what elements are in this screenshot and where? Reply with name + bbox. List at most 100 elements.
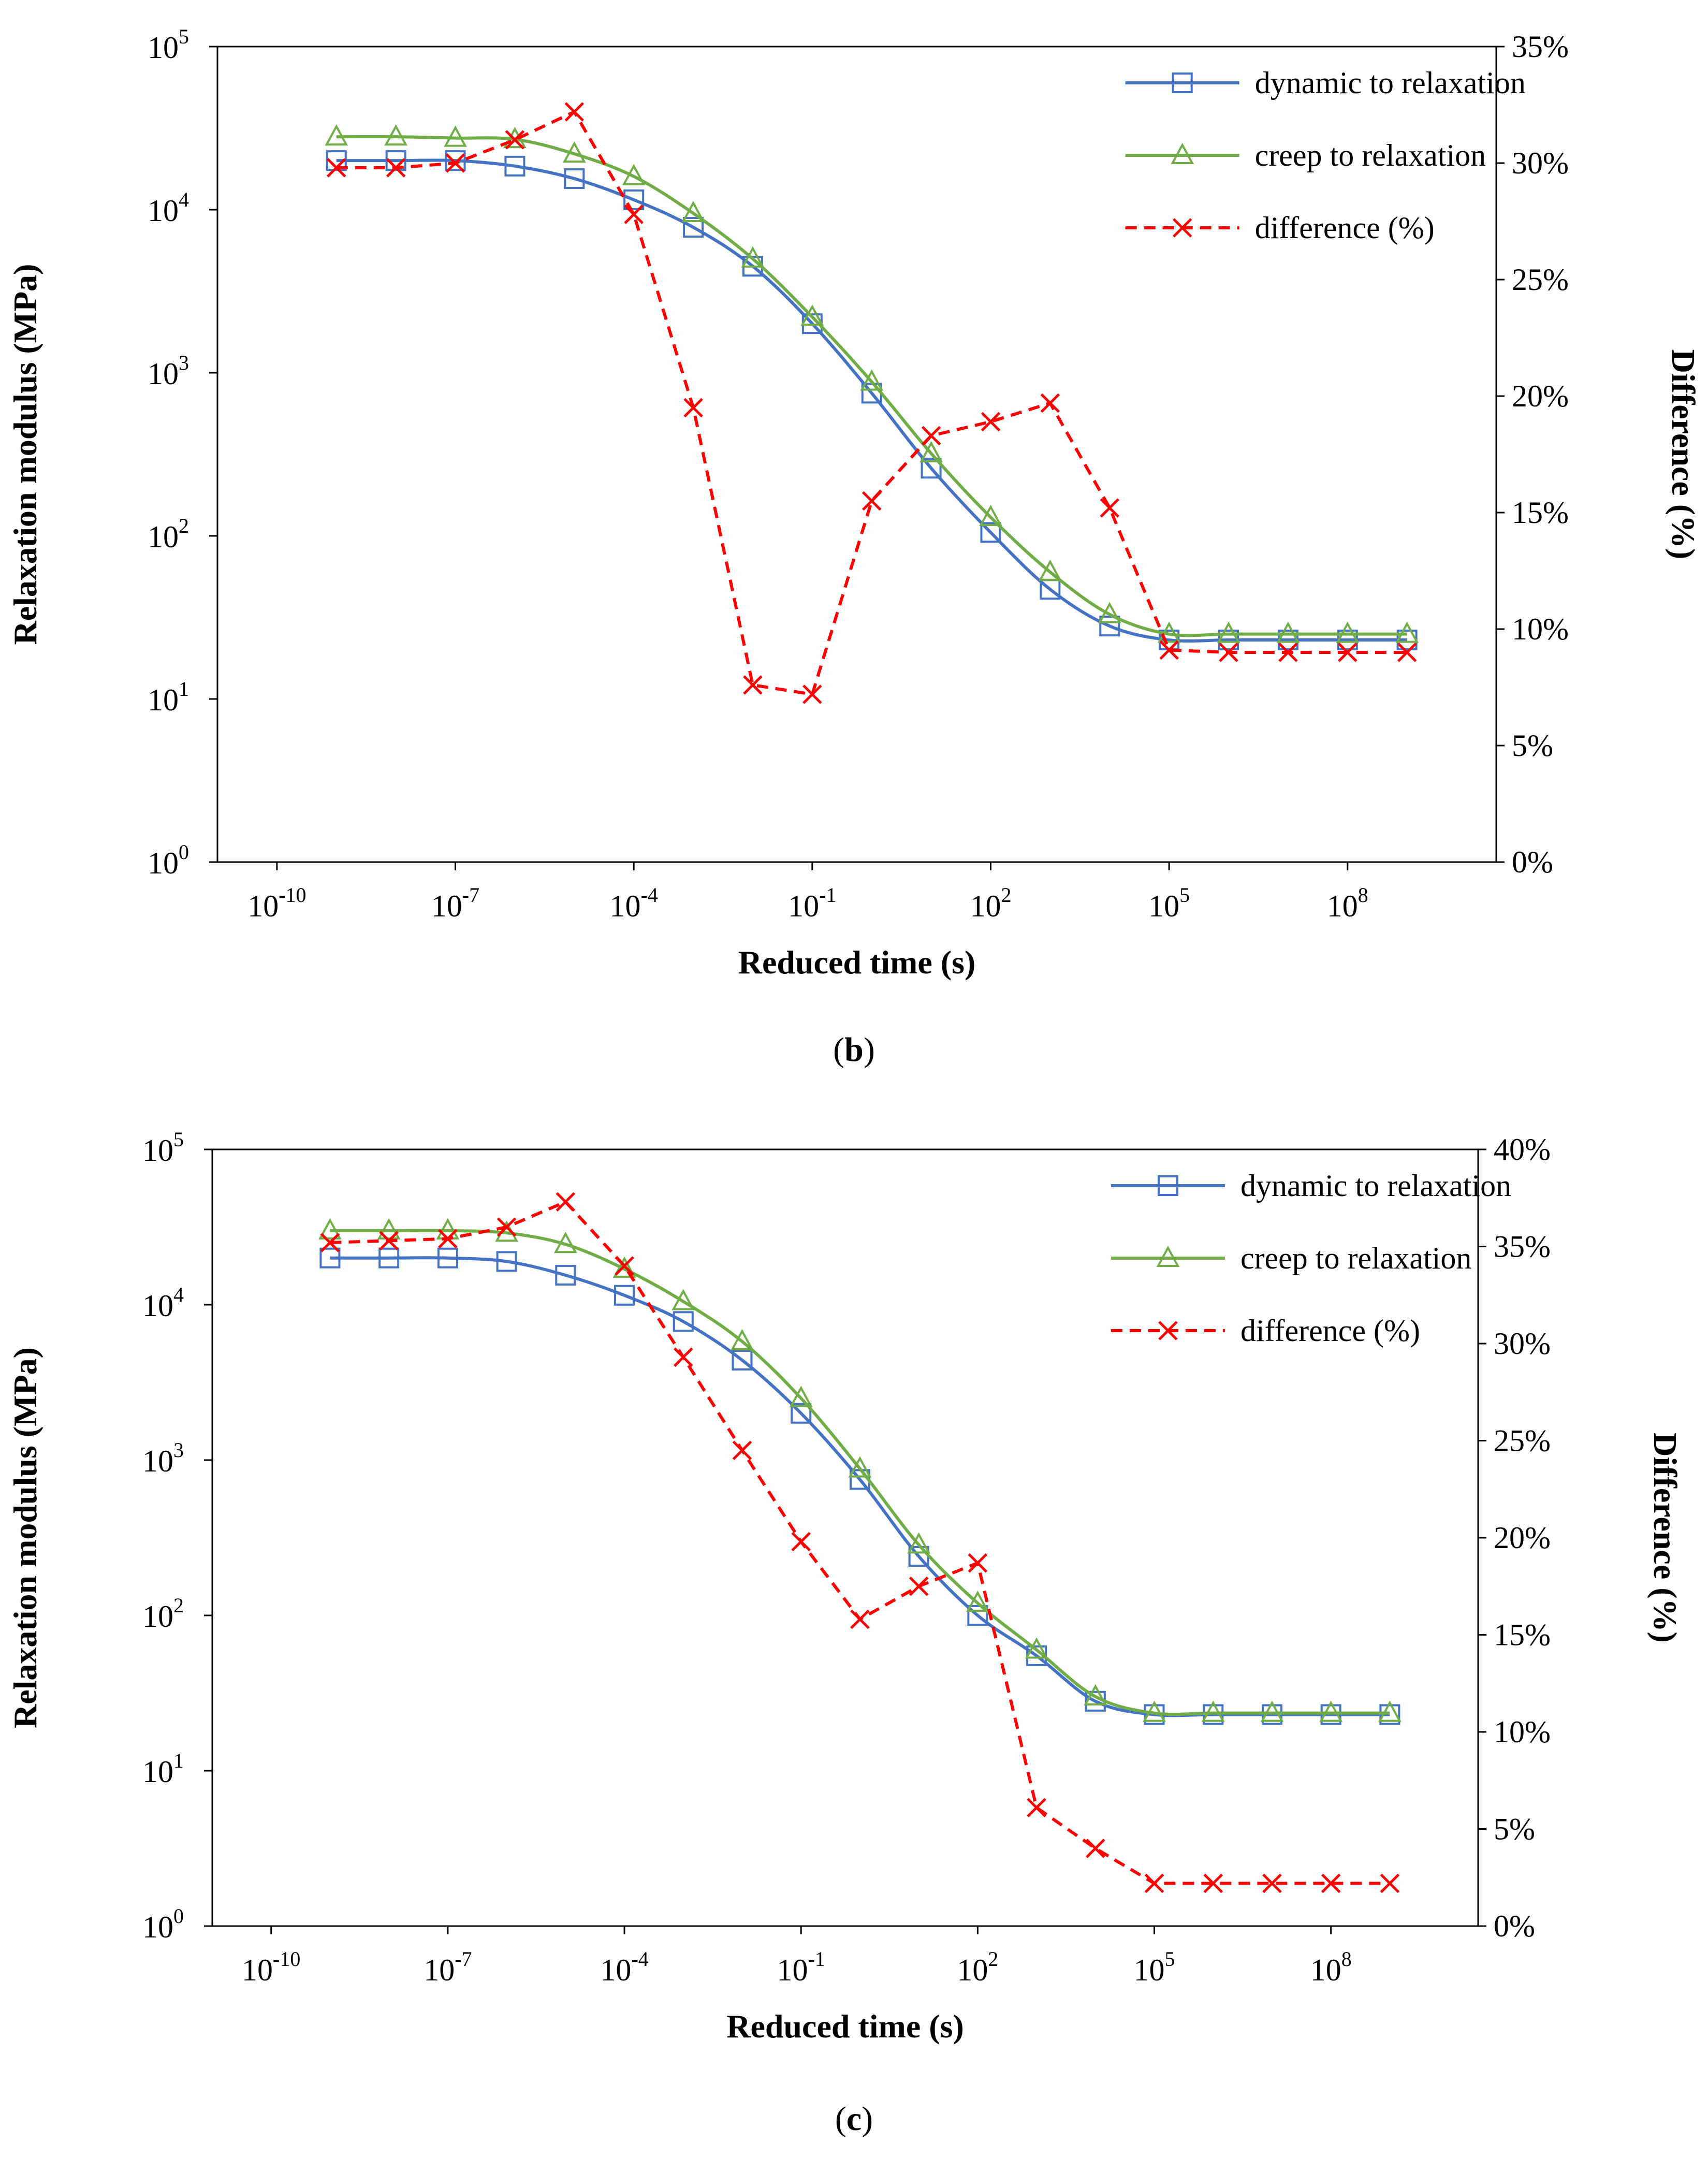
y2-tick-label: 5% (1512, 728, 1553, 763)
data-point-square (967, 1605, 988, 1626)
data-point-triangle (384, 124, 408, 146)
data-point-x (909, 1576, 929, 1596)
data-point-x (1027, 1798, 1046, 1818)
data-point-x (505, 130, 525, 150)
legend-item: dynamic to relaxation (1111, 1169, 1511, 1203)
data-point-triangle (1084, 1684, 1107, 1705)
y-tick-label: 103 (148, 351, 189, 391)
legend-item: creep to relaxation (1125, 138, 1486, 172)
y-tick-label: 101 (148, 677, 189, 717)
data-point-x (556, 1192, 576, 1212)
data-point-x (1278, 643, 1298, 662)
data-point-triangle (1201, 1700, 1225, 1722)
data-point-triangle (681, 200, 705, 223)
legend-marker (1157, 1175, 1178, 1196)
data-point-square (980, 522, 1001, 543)
y2-tick-label: 30% (1494, 1326, 1551, 1361)
legend-label: difference (%) (1240, 1314, 1420, 1348)
data-point-triangle (907, 1532, 931, 1554)
data-point-square (445, 150, 466, 171)
caption-b-label: b (844, 1031, 864, 1069)
series-triangle (325, 124, 1419, 643)
data-point-x (497, 1217, 517, 1237)
y2-tick-label: 10% (1512, 612, 1569, 646)
y2-tick-label: 35% (1494, 1230, 1551, 1264)
y2-tick-label: 5% (1494, 1812, 1535, 1846)
y2-tick-label: 25% (1494, 1424, 1551, 1458)
y2-tick-label: 35% (1512, 30, 1569, 64)
data-point-square (504, 155, 525, 177)
y2-axis-title: Difference (%) (1647, 1433, 1684, 1643)
y2-tick-label: 10% (1494, 1715, 1551, 1749)
data-point-triangle (741, 246, 765, 268)
y2-tick-label: 20% (1494, 1521, 1551, 1555)
legend-marker (1172, 218, 1192, 238)
data-point-triangle (622, 164, 646, 185)
data-point-triangle (979, 504, 1002, 527)
series-square (326, 150, 1418, 651)
series-line-square (330, 1256, 1390, 1717)
y2-tick-label: 25% (1512, 263, 1569, 297)
data-point-square (683, 216, 704, 238)
data-point-triangle (553, 1232, 577, 1253)
data-point-square (623, 189, 645, 210)
y-axis-title: Relaxation modulus (MPa) (7, 264, 43, 645)
data-point-x (1380, 1873, 1400, 1893)
legend-label: difference (%) (1255, 211, 1435, 245)
data-point-triangle (800, 304, 824, 326)
data-point-x (1159, 640, 1179, 660)
data-point-triangle (612, 1256, 636, 1278)
y-axis-title: Relaxation modulus (MPa) (7, 1347, 43, 1728)
y-tick-label: 102 (142, 1594, 184, 1634)
y-tick-label: 105 (142, 1128, 184, 1168)
legend-marker (1158, 1321, 1178, 1340)
series-square (319, 1247, 1400, 1725)
data-point-triangle (671, 1289, 695, 1310)
data-point-square (921, 458, 942, 479)
data-point-x (981, 412, 1001, 432)
data-point-triangle (731, 1329, 754, 1350)
chart-b: 10-10 10-7 10-4 10-1 102 105 108 100 101 102 103 10… (7, 25, 1702, 981)
data-point-x (674, 1347, 693, 1367)
legend-label: dynamic to relaxation (1255, 66, 1526, 100)
data-point-x (732, 1440, 752, 1461)
chart-c: 10-10 10-7 10-4 10-1 102 105 108 100 101 102 103 10… (7, 1128, 1684, 2045)
caption-b: (b) (833, 1031, 875, 1069)
data-point-triangle (377, 1218, 401, 1240)
series-line-difference (330, 1200, 1390, 1885)
x-tick-label: 10-10 (247, 883, 306, 923)
data-point-triangle (562, 141, 586, 163)
x-tick-label: 10-7 (431, 883, 479, 923)
data-point-x (1397, 643, 1417, 662)
y2-tick-label: 30% (1512, 146, 1569, 180)
data-point-triangle (1395, 621, 1419, 643)
data-point-x (564, 102, 585, 122)
x-tick-label: 102 (970, 883, 1011, 923)
series-x (320, 1192, 1400, 1893)
data-point-square (791, 1403, 812, 1424)
data-point-x (791, 1532, 811, 1552)
y-tick-label: 102 (148, 514, 189, 554)
x-tick-label: 10-1 (788, 883, 836, 923)
data-point-x (1338, 643, 1357, 662)
x-tick-label: 10-4 (610, 883, 658, 923)
data-point-x (850, 1609, 870, 1629)
data-point-x (921, 426, 941, 446)
series-line-square (336, 158, 1407, 643)
x-tick-label: 10-10 (242, 1947, 300, 1987)
data-point-triangle (1276, 621, 1300, 643)
data-point-x (624, 205, 644, 224)
data-point-triangle (444, 125, 467, 147)
data-point-triangle (1336, 621, 1360, 643)
x-tick-label: 10-1 (777, 1947, 825, 1987)
x-tick-label: 108 (1310, 1947, 1352, 1987)
data-point-triangle (1025, 1637, 1048, 1659)
panel-c: 10-10 10-7 10-4 10-1 102 105 108 100 101 102 103 10… (0, 1098, 1708, 2169)
legend-item: dynamic to relaxation (1125, 66, 1526, 100)
data-point-square (564, 168, 585, 189)
data-point-x (1040, 393, 1060, 413)
data-point-triangle (1319, 1700, 1343, 1722)
data-point-square (732, 1349, 753, 1371)
data-point-square (378, 1247, 400, 1269)
series-triangle (318, 1218, 1402, 1722)
